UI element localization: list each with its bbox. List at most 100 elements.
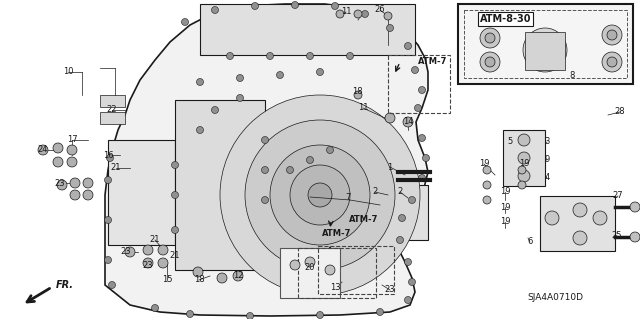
Polygon shape bbox=[200, 4, 415, 55]
Circle shape bbox=[607, 57, 617, 67]
Circle shape bbox=[67, 145, 77, 155]
Circle shape bbox=[408, 197, 415, 204]
Bar bbox=[540, 196, 615, 251]
Text: 19: 19 bbox=[519, 160, 529, 168]
Circle shape bbox=[152, 305, 159, 311]
Text: 6: 6 bbox=[527, 238, 532, 247]
Circle shape bbox=[67, 157, 77, 167]
Circle shape bbox=[143, 258, 153, 268]
Text: 22: 22 bbox=[107, 106, 117, 115]
Circle shape bbox=[262, 167, 269, 174]
Circle shape bbox=[307, 53, 314, 60]
Bar bbox=[318, 246, 394, 294]
Text: 2: 2 bbox=[372, 188, 378, 197]
Circle shape bbox=[483, 166, 491, 174]
Circle shape bbox=[276, 71, 284, 78]
Circle shape bbox=[523, 28, 567, 72]
Circle shape bbox=[387, 25, 394, 32]
Circle shape bbox=[290, 260, 300, 270]
Circle shape bbox=[70, 190, 80, 200]
Circle shape bbox=[104, 176, 111, 183]
Circle shape bbox=[419, 86, 426, 93]
Circle shape bbox=[252, 3, 259, 10]
Circle shape bbox=[415, 105, 422, 112]
Circle shape bbox=[346, 53, 353, 60]
Polygon shape bbox=[105, 4, 428, 316]
Circle shape bbox=[485, 57, 495, 67]
Circle shape bbox=[545, 211, 559, 225]
Circle shape bbox=[419, 174, 426, 182]
Circle shape bbox=[308, 183, 332, 207]
Circle shape bbox=[326, 146, 333, 153]
Polygon shape bbox=[175, 100, 265, 270]
Text: ATM-7: ATM-7 bbox=[349, 216, 378, 225]
Circle shape bbox=[518, 134, 530, 146]
Bar bbox=[280, 248, 340, 298]
Circle shape bbox=[237, 75, 243, 81]
Circle shape bbox=[399, 214, 406, 221]
Circle shape bbox=[573, 203, 587, 217]
Circle shape bbox=[270, 145, 370, 245]
Circle shape bbox=[246, 313, 253, 319]
Bar bbox=[503, 130, 545, 186]
Text: 24: 24 bbox=[38, 145, 48, 154]
Circle shape bbox=[143, 245, 153, 255]
Circle shape bbox=[573, 231, 587, 245]
Bar bbox=[458, 4, 633, 84]
Circle shape bbox=[266, 53, 273, 60]
Text: 13: 13 bbox=[330, 284, 340, 293]
Circle shape bbox=[376, 308, 383, 315]
Circle shape bbox=[307, 157, 314, 164]
Circle shape bbox=[287, 167, 294, 174]
Circle shape bbox=[602, 25, 622, 45]
Text: 21: 21 bbox=[150, 235, 160, 244]
Circle shape bbox=[211, 107, 218, 114]
Circle shape bbox=[220, 95, 420, 295]
Text: 18: 18 bbox=[352, 87, 362, 97]
Circle shape bbox=[211, 6, 218, 13]
Circle shape bbox=[518, 152, 530, 164]
Text: 4: 4 bbox=[545, 174, 550, 182]
Circle shape bbox=[172, 161, 179, 168]
Bar bbox=[100, 112, 125, 124]
Circle shape bbox=[109, 281, 115, 288]
Circle shape bbox=[262, 197, 269, 204]
Circle shape bbox=[125, 247, 135, 257]
Text: 27: 27 bbox=[612, 191, 623, 201]
Text: 12: 12 bbox=[233, 271, 243, 279]
Text: 7: 7 bbox=[346, 192, 351, 202]
Text: 23: 23 bbox=[143, 261, 154, 270]
Text: 28: 28 bbox=[614, 108, 625, 116]
Text: 25: 25 bbox=[612, 232, 622, 241]
Circle shape bbox=[325, 265, 335, 275]
Text: 20: 20 bbox=[305, 263, 316, 271]
Text: 10: 10 bbox=[63, 68, 73, 77]
Circle shape bbox=[403, 117, 413, 127]
Circle shape bbox=[193, 267, 203, 277]
Text: 5: 5 bbox=[508, 137, 513, 146]
Bar bbox=[464, 10, 627, 78]
Bar bbox=[100, 95, 125, 107]
Text: 15: 15 bbox=[162, 276, 172, 285]
Circle shape bbox=[419, 135, 426, 142]
Polygon shape bbox=[108, 140, 175, 245]
Text: 8: 8 bbox=[570, 71, 575, 80]
Circle shape bbox=[332, 3, 339, 10]
Circle shape bbox=[518, 181, 526, 189]
Circle shape bbox=[70, 178, 80, 188]
Circle shape bbox=[518, 166, 526, 174]
Circle shape bbox=[182, 19, 189, 26]
Circle shape bbox=[480, 52, 500, 72]
Text: 17: 17 bbox=[67, 136, 77, 145]
Text: 3: 3 bbox=[544, 137, 550, 146]
Circle shape bbox=[384, 12, 392, 20]
Circle shape bbox=[158, 258, 168, 268]
Text: 14: 14 bbox=[403, 117, 413, 127]
Circle shape bbox=[607, 30, 617, 40]
Circle shape bbox=[422, 154, 429, 161]
Text: 18: 18 bbox=[194, 276, 204, 285]
Circle shape bbox=[38, 145, 48, 155]
Text: 1: 1 bbox=[387, 162, 392, 172]
Text: 11: 11 bbox=[358, 103, 368, 113]
Circle shape bbox=[305, 257, 315, 267]
